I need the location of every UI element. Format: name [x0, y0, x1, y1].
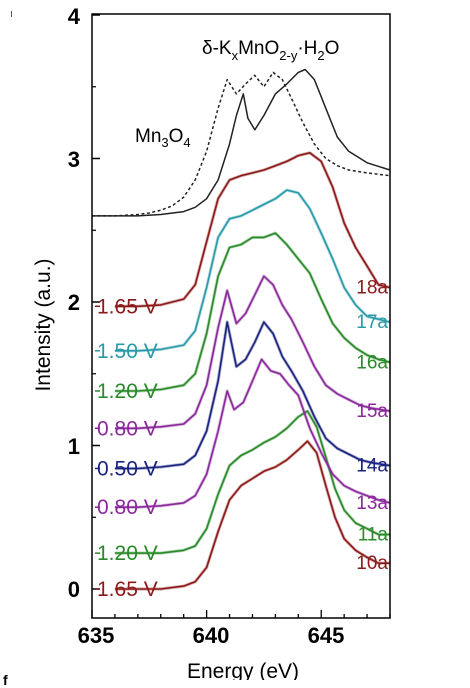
y-tick-label: 3 — [68, 147, 80, 172]
y-tick-label: 4 — [68, 4, 81, 29]
x-tick-label: 640 — [193, 623, 230, 648]
series-line — [114, 275, 391, 430]
series-line — [114, 410, 390, 554]
spectrum-label: 10a — [356, 553, 388, 574]
raw-spectrum — [114, 151, 391, 308]
panel-letter: f — [3, 672, 8, 688]
voltage-label: 1.65 V — [97, 295, 158, 318]
series-line — [114, 358, 391, 509]
x-tick-label: 645 — [308, 623, 345, 648]
series-line — [92, 68, 391, 217]
voltage-label: 1.20 V — [97, 542, 158, 565]
plot-lines — [92, 68, 391, 591]
y-tick-label: 2 — [68, 290, 80, 315]
y-tick-label: 1 — [68, 434, 80, 459]
series-line — [114, 152, 391, 308]
series-line — [114, 232, 391, 392]
axis-ticks — [91, 14, 391, 618]
spectrum-label: 14a — [356, 456, 388, 477]
voltage-label: 0.80 V — [97, 417, 158, 440]
spectrum-label: 13a — [356, 493, 388, 514]
spectrum-label: 17a — [356, 312, 388, 333]
voltage-labels: 1.65 V 1.20 V 0.80 V 0.50 V 0.80 V 1.20 V 1.50… — [95, 295, 158, 601]
voltage-label: 0.80 V — [97, 496, 158, 519]
x-tick-label: 635 — [78, 623, 115, 648]
spectrum-label: 11a — [358, 524, 389, 545]
voltage-label: 1.20 V — [97, 380, 158, 403]
mn3o4-label: Mn3O4 — [135, 126, 191, 150]
voltage-label: 0.50 V — [97, 457, 158, 480]
voltage-label: 1.65 V — [97, 578, 158, 601]
series-line — [114, 440, 390, 590]
spectrum-label: 18a — [356, 278, 388, 299]
birnessite-label: δ-KxMnO2-y·H2O — [202, 38, 339, 63]
series-line — [114, 189, 391, 352]
x-axis-title: Energy (eV) — [187, 660, 299, 680]
spectrum-label: 16a — [356, 352, 388, 373]
voltage-label: 1.50 V — [97, 340, 158, 363]
y-axis-title: Intensity (a.u.) — [32, 258, 55, 391]
spectrum-labels: 10a 11a 13a 14a 15a 16a 17a 18a — [356, 278, 388, 575]
corner-mark — [11, 11, 12, 17]
y-tick-label: 0 — [68, 577, 80, 602]
plot-frame — [91, 13, 391, 619]
spectrum-label: 15a — [356, 401, 388, 422]
series-line — [114, 321, 391, 470]
